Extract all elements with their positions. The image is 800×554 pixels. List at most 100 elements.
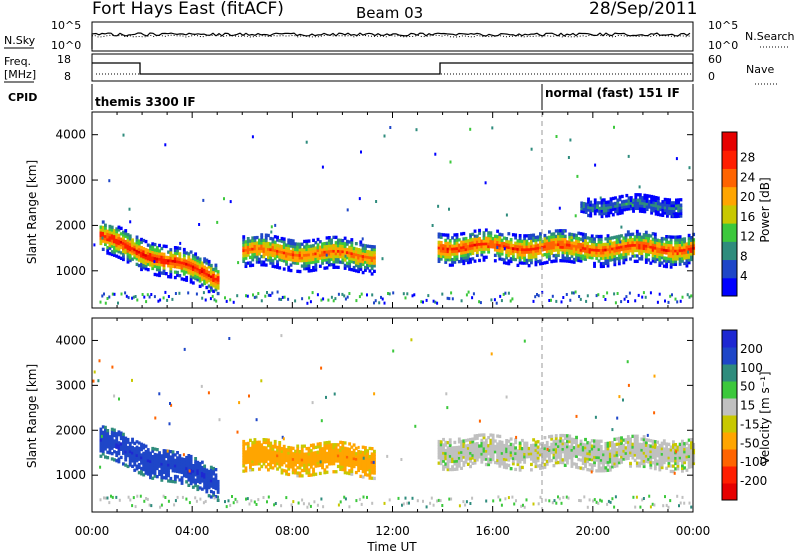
velocity-echo-cell [579,447,583,451]
power-echo-cell [173,270,177,274]
power-echo-cell [282,253,286,258]
power-echo-cell [518,242,522,246]
velocity-echo-cell [439,451,443,455]
velocity-echo-cell [267,468,270,472]
power-echo-cell [608,250,612,254]
velocity-echo-cell [593,458,596,462]
power-echo-cell [104,226,107,230]
velocity-echo-cell [357,455,361,459]
velocity-echo-cell [687,465,691,469]
velocity-echo-cell [180,465,184,469]
velocity-echo-cell [448,451,452,456]
velocity-echo-cell [108,451,112,455]
velocity-echo-cell [496,453,500,457]
power-echo-cell [312,260,315,264]
velocity-echo-cell [584,443,587,447]
power-echo-cell [448,249,452,254]
velocity-echo-cell [622,449,626,453]
power-echo-cell [305,250,309,254]
power-echo-cell [607,203,611,207]
velocity-echo-cell [599,469,603,473]
velocity-echo-cell [460,439,463,444]
velocity-echo-cell [586,449,590,453]
power-echo-cell [187,260,191,264]
velocity-echo-cell [268,441,271,445]
velocity-echo-cell [453,448,457,453]
power-echo-cell [131,241,134,245]
power-echo-cell [536,249,540,253]
power-echo-cell [285,251,288,255]
power-echo-cell [631,240,635,245]
velocity-echo-cell [653,453,657,457]
velocity-echo-cell [570,440,574,444]
power-echo-cell [479,301,482,305]
velocity-echo-cell [534,456,538,460]
velocity-echo-cell [674,445,678,449]
velocity-echo-cell [253,438,257,442]
power-echo-cell [602,206,606,210]
velocity-echo-cell [258,459,261,463]
power-echo-cell [350,257,354,261]
power-echo-cell [209,288,213,292]
velocity-echo-cell [238,401,241,405]
power-echo-cell [584,235,587,240]
velocity-echo-cell [687,446,691,450]
power-echo-cell [467,290,470,294]
power-echo-cell [448,244,452,248]
velocity-echo-cell [518,446,522,451]
velocity-echo-cell [620,447,623,451]
velocity-echo-cell [300,458,304,462]
power-echo-cell [110,244,114,248]
power-echo-cell [582,239,585,243]
velocity-echo-cell [681,442,684,446]
power-echo-cell [343,294,346,298]
velocity-echo-cell [521,449,524,453]
power-echo-cell [182,256,186,260]
velocity-echo-cell [255,454,259,458]
velocity-echo-cell [171,461,175,465]
velocity-echo-cell [264,451,268,455]
velocity-echo-cell [242,445,246,449]
power-echo-cell [591,203,595,207]
power-echo-cell [478,242,481,246]
velocity-echo-cell [287,451,291,455]
velocity-echo-cell [489,455,493,459]
power-echo-cell [178,255,182,259]
power-echo-cell [189,277,193,281]
velocity-echo-cell [336,464,340,469]
power-echo-cell [606,242,610,246]
velocity-echo-cell [178,470,182,474]
velocity-echo-cell [676,445,680,449]
velocity-echo-cell [617,444,621,449]
power-echo-cell [523,236,527,241]
power-echo-cell [451,236,454,240]
velocity-echo-cell [136,494,139,498]
velocity-echo-cell [307,460,311,464]
velocity-echo-cell [491,441,495,445]
velocity-echo-cell [604,468,608,473]
velocity-echo-cell [357,460,361,464]
power-echo-cell [113,242,116,247]
power-echo-cell [198,284,202,289]
velocity-echo-cell [300,460,304,465]
power-echo-cell [614,207,617,211]
power-echo-cell [453,249,457,253]
power-echo-cell [455,241,459,245]
power-echo-cell [507,253,511,258]
power-echo-cell [366,293,368,297]
power-echo-cell [373,256,376,260]
velocity-echo-cell [616,416,619,420]
velocity-echo-cell [191,477,195,481]
power-echo-cell [617,259,621,263]
power-echo-cell [597,243,601,247]
velocity-echo-cell [674,467,678,471]
power-echo-cell [106,232,110,236]
velocity-echo-cell [133,463,137,467]
velocity-echo-cell [536,453,540,457]
power-echo-cell [656,249,660,253]
power-echo-cell [203,281,207,286]
velocity-echo-cell [611,449,614,453]
velocity-echo-cell [444,440,448,445]
power-echo-cell [455,246,459,251]
power-echo-cell [124,248,128,252]
